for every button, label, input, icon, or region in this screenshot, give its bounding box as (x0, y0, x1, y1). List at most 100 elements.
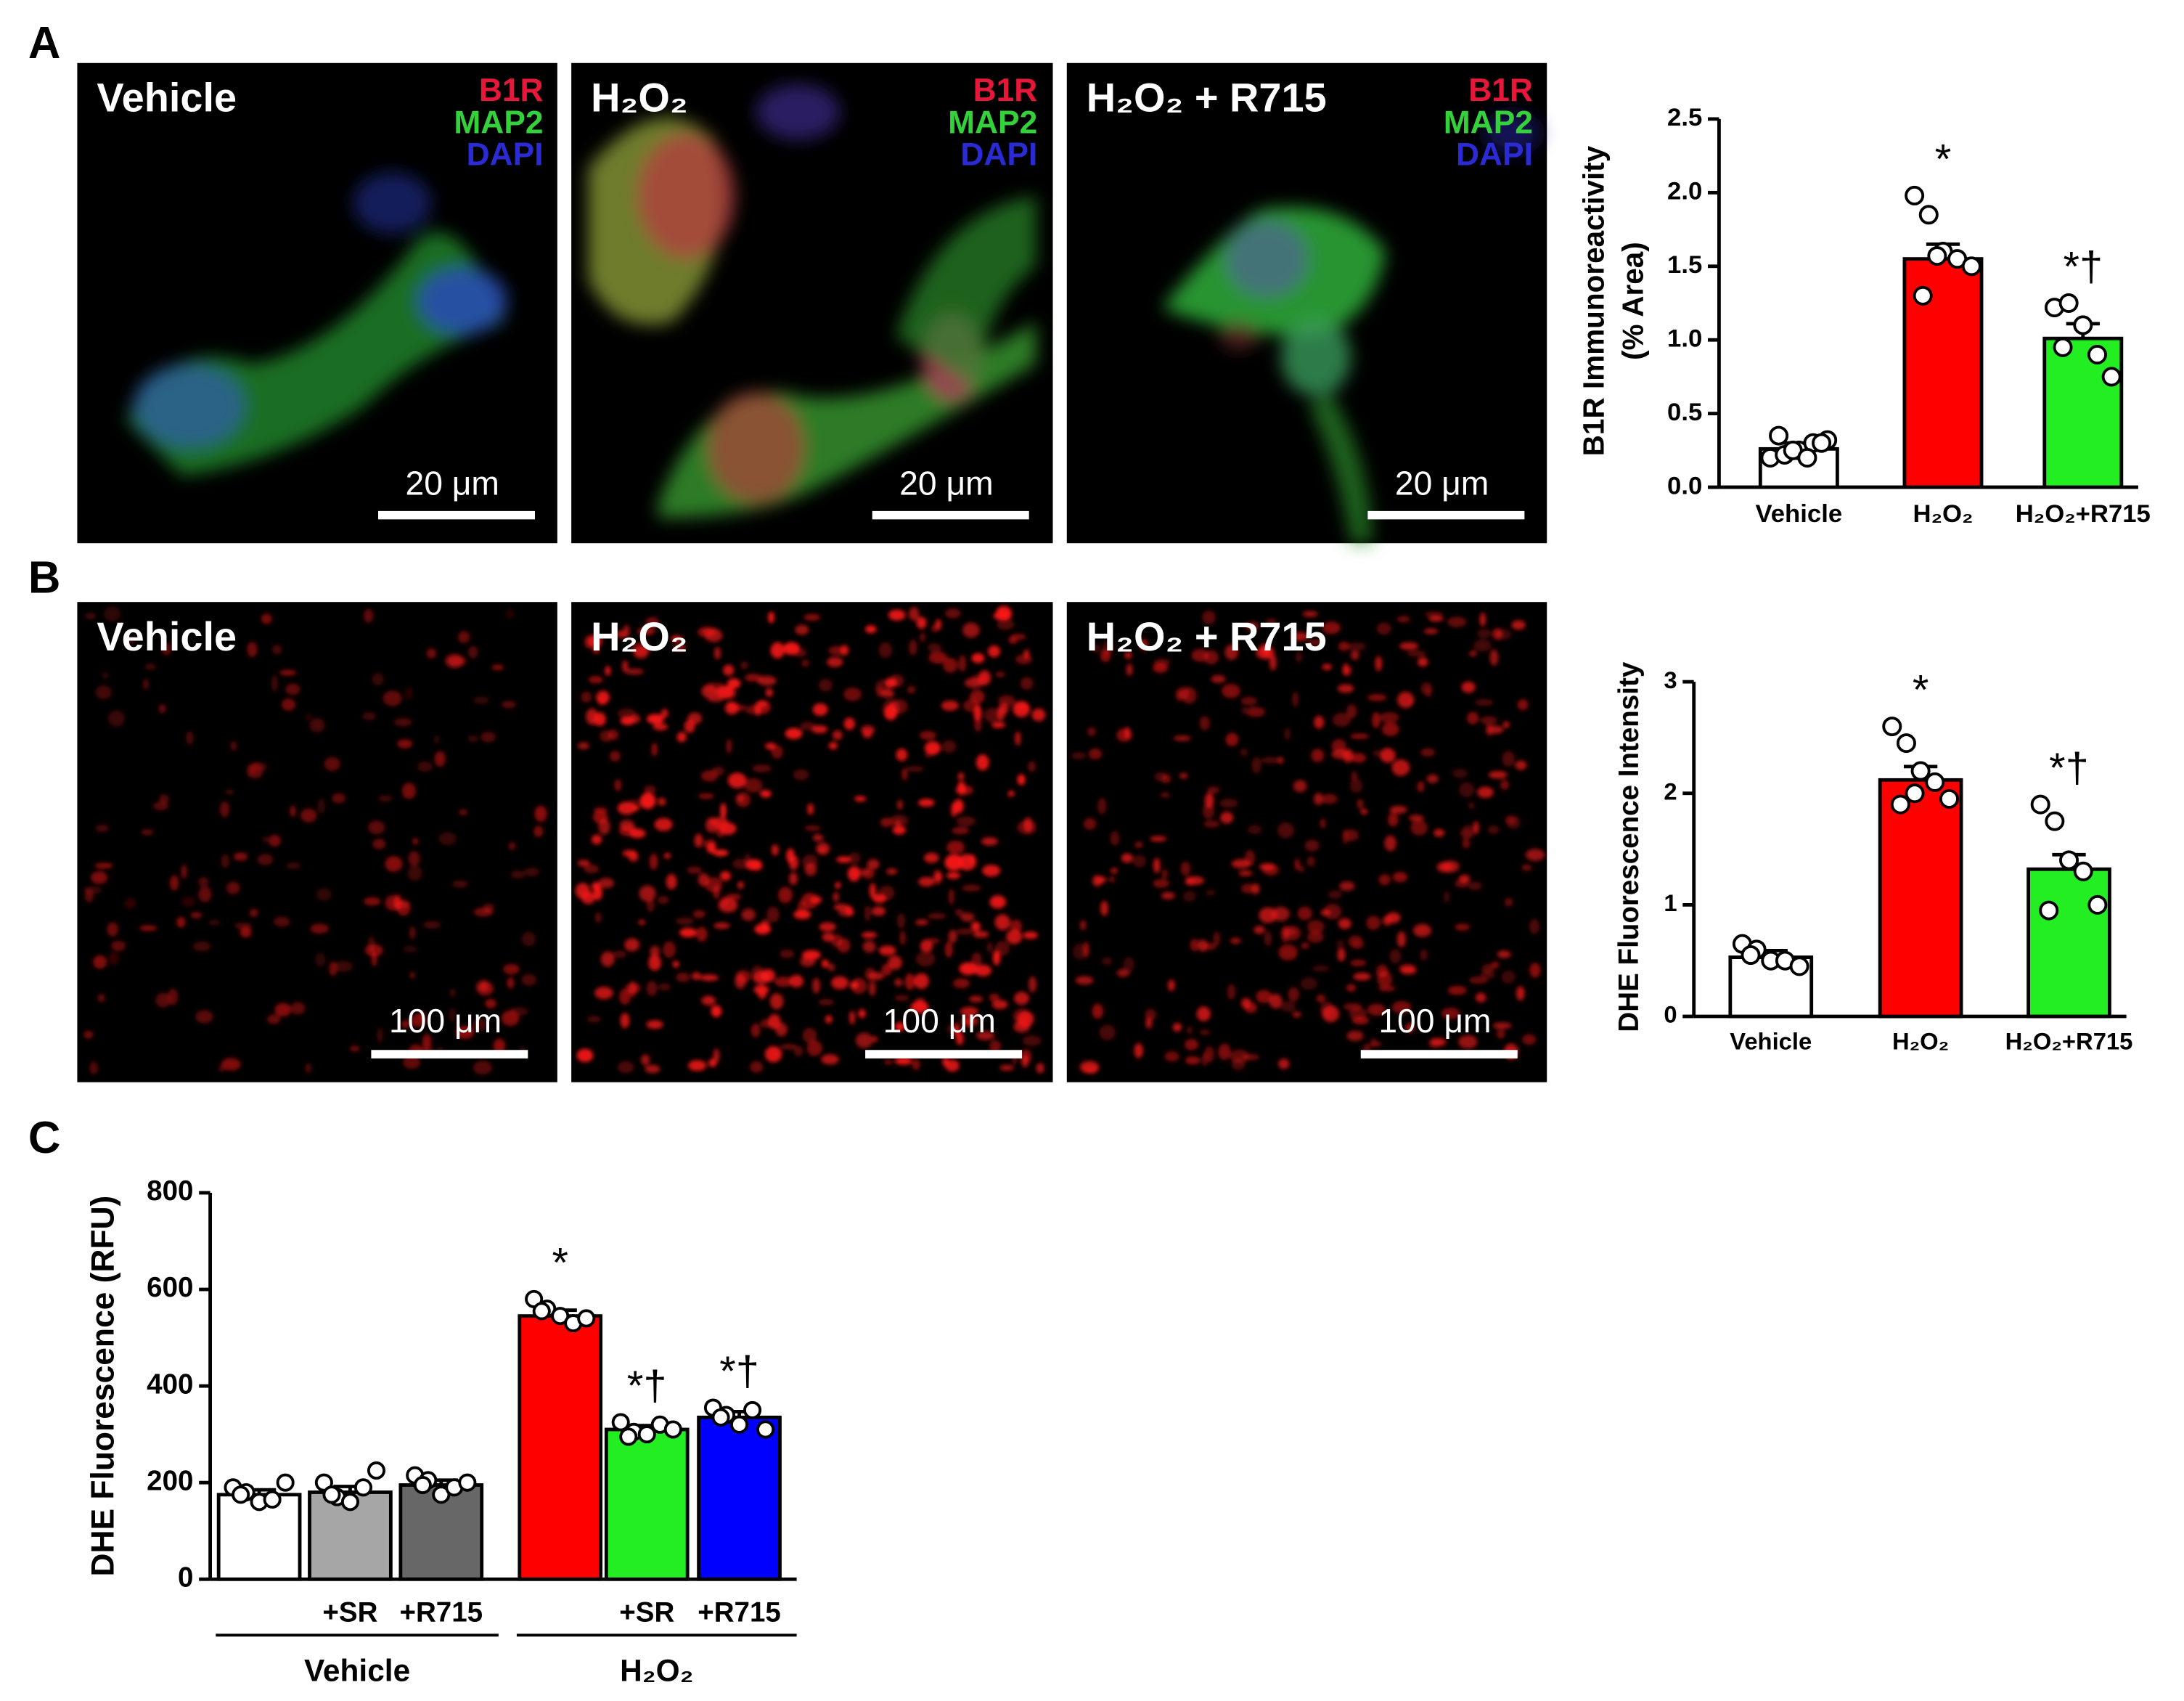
cell (1502, 721, 1510, 728)
cell (672, 960, 679, 968)
cell (968, 995, 983, 1003)
cell (725, 893, 742, 900)
scale-bar-label: 100 μm (883, 1002, 996, 1040)
cell (1185, 878, 1195, 886)
cell (1218, 1043, 1231, 1061)
cell (594, 987, 613, 1000)
cell (1396, 931, 1407, 947)
cell (1360, 809, 1368, 815)
cell (705, 877, 723, 893)
cell (1291, 632, 1309, 641)
cell (1164, 1051, 1179, 1062)
cell (397, 739, 413, 748)
cell (970, 921, 981, 931)
cell (198, 886, 212, 902)
cell (833, 903, 850, 911)
cell (1088, 748, 1103, 760)
cell (1323, 903, 1342, 920)
cell (753, 984, 769, 995)
cell (1145, 1008, 1157, 1021)
cell (821, 1053, 839, 1065)
y-axis-label: B1R Immunoreactivity (1576, 145, 1610, 456)
cell (472, 1019, 488, 1031)
cell (932, 869, 942, 885)
data-point (2087, 894, 2108, 915)
cell (1391, 1000, 1412, 1014)
cell (1311, 748, 1325, 762)
channel-label: DAPI (1456, 137, 1533, 173)
x-tick-label: +SR (322, 1597, 377, 1628)
cell (371, 951, 377, 967)
cell (94, 862, 113, 869)
cell (219, 801, 230, 817)
cell (123, 636, 136, 644)
image-label: H₂O₂ + R715 (1087, 613, 1327, 659)
cell (372, 673, 384, 686)
cell (622, 660, 629, 672)
cell (377, 1027, 383, 1043)
cell (168, 988, 179, 1005)
cell (1468, 976, 1488, 984)
cell (613, 950, 627, 958)
y-tick-label: 0.5 (1667, 399, 1702, 426)
y-tick-label: 0.0 (1667, 472, 1702, 499)
cell (108, 951, 120, 966)
cell (1491, 961, 1500, 968)
cell (593, 712, 606, 727)
cell (261, 613, 272, 624)
panel-label: A (28, 18, 61, 68)
cell (753, 971, 770, 984)
cell (1466, 711, 1479, 725)
channel-label: B1R (479, 73, 544, 108)
image-label: Vehicle (97, 75, 237, 121)
x-tick-label: H₂O₂ (1913, 500, 1974, 528)
cell (1455, 923, 1471, 931)
cell (1405, 1023, 1415, 1033)
data-point (730, 1415, 749, 1434)
cell (1378, 874, 1391, 886)
cell (422, 921, 441, 929)
cell (329, 961, 338, 976)
cell (726, 688, 737, 698)
cell (789, 872, 798, 886)
cell (1462, 838, 1471, 849)
cell (1336, 939, 1345, 950)
cell (1297, 906, 1312, 921)
cell (904, 973, 915, 990)
cell (1337, 684, 1354, 693)
cell (918, 876, 935, 887)
data-point (322, 1485, 341, 1504)
cell (1036, 1062, 1044, 1074)
cell (591, 834, 602, 845)
cell (1238, 870, 1253, 876)
y-tick-label: 1.5 (1667, 251, 1702, 279)
cell (300, 808, 317, 823)
cell (780, 1043, 798, 1051)
cell (405, 687, 413, 700)
cell (639, 885, 656, 902)
cell (1253, 926, 1265, 934)
cell (735, 792, 751, 807)
cell (840, 645, 849, 656)
cell (1015, 654, 1033, 664)
cell (1461, 681, 1476, 693)
cell (394, 718, 412, 727)
cell (90, 871, 108, 884)
cell (991, 722, 1006, 728)
cell (1473, 821, 1479, 835)
cell (991, 1000, 1008, 1009)
cell (97, 994, 105, 1003)
cell (1124, 651, 1132, 659)
cell (600, 951, 615, 967)
cell (1522, 1034, 1537, 1045)
cell (1306, 920, 1325, 934)
cell (1028, 761, 1036, 772)
cell (706, 842, 716, 854)
cell (1459, 782, 1475, 798)
cell (1452, 768, 1468, 778)
data-point (367, 1461, 386, 1480)
cell (1295, 651, 1303, 663)
data-point (1913, 285, 1933, 306)
image-label: H₂O₂ + R715 (1087, 75, 1327, 121)
cell (944, 941, 953, 958)
